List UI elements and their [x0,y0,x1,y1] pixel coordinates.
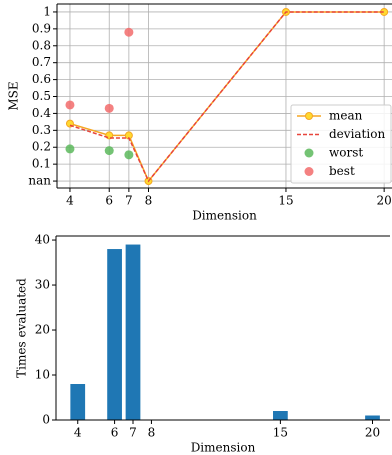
scatter-point [124,150,134,160]
y-tick-label: 0.3 [32,123,51,137]
scatter-point [124,27,134,37]
y-tick-label: 40 [35,233,50,247]
y-tick-label: 0.2 [32,140,51,154]
x-tick-label: 8 [148,426,156,440]
y-tick-label: 0.1 [32,157,51,171]
legend-swatch [304,167,314,176]
y-tick-label: 30 [35,278,50,292]
y-tick-label: 0.5 [32,89,51,103]
y-axis-label: Times evaluated [15,278,29,378]
legend-swatch [304,148,314,158]
y-tick-label: 20 [35,323,50,337]
x-tick-label: 15 [273,426,288,440]
x-tick-label: 6 [111,426,119,440]
y-tick-label: 0 [42,413,50,427]
legend: mean deviation worst best [290,104,392,184]
scatter-point [65,144,75,154]
scatter-point [104,146,114,156]
x-tick-label: 8 [145,194,153,208]
legend-label: best [329,164,355,178]
x-tick-label: 4 [66,194,74,208]
x-axis-label: Dimension [192,209,257,223]
bar [107,249,122,420]
legend-label: worst [329,146,363,160]
bar [273,411,288,420]
legend-swatch [305,112,313,120]
y-tick-label: 0.7 [32,55,51,69]
y-tick-label: 10 [35,368,50,382]
x-tick-label: 20 [365,426,380,440]
bar [70,384,86,420]
x-tick-label: 7 [125,194,133,208]
legend-box [290,104,392,184]
x-tick-label: 6 [105,194,113,208]
y-tick-label: 0.9 [32,21,51,35]
scatter-point [104,103,114,113]
y-tick-label: 1 [43,4,51,18]
y-tick-label: 0.8 [32,38,51,52]
x-axis-label: Dimension [191,441,256,455]
legend-label: mean [329,109,363,123]
y-axis-label: MSE [7,81,21,110]
scatter-point [65,100,75,110]
y-tick-label: nan [28,174,51,188]
x-tick-label: 20 [377,194,392,208]
bar [365,415,380,420]
series-line [69,11,385,183]
x-tick-label: 4 [74,426,82,440]
x-tick-label: 15 [278,194,293,208]
y-tick-label: 0.6 [32,72,51,86]
bar [125,244,141,420]
x-tick-label: 7 [129,426,137,440]
y-tick-label: 0.4 [32,106,51,120]
legend-label: deviation [329,127,385,141]
